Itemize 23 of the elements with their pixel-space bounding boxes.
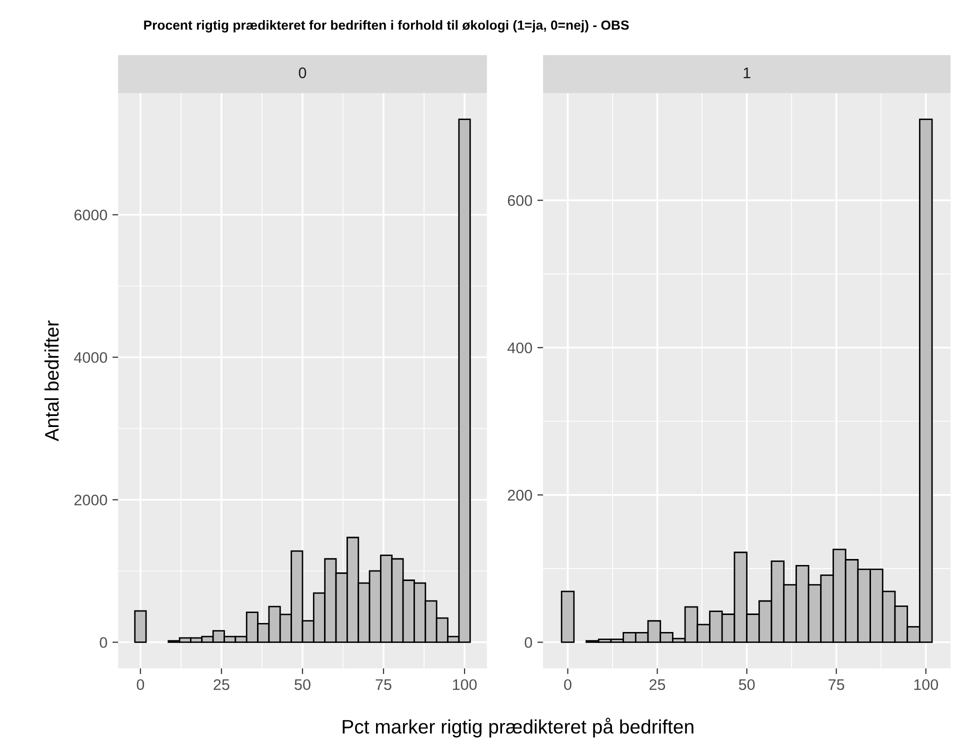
x-tick-label: 50 [738, 679, 755, 690]
y-tick-label: 200 [508, 490, 532, 501]
x-tick-label: 100 [914, 679, 938, 690]
chart-subtitle: Procent rigtig prædikteret for bedriften i forhold til økologi (1=ja, 0=nej) - OBS [144, 20, 629, 32]
x-tick-label: 50 [294, 679, 310, 690]
x-tick-label: 25 [214, 679, 230, 690]
x-tick-label: 25 [650, 679, 666, 690]
x-tick-label: 100 [452, 679, 477, 690]
y-axis-title: Antal bedrifter [44, 320, 59, 442]
chart-title: 0 [298, 67, 306, 78]
x-tick-label: 75 [376, 679, 392, 690]
y-tick-label: 4000 [74, 352, 108, 363]
x-axis-title: Pct marker rigtig prædikteret på bedriften [342, 718, 694, 738]
x-tick-label: 75 [828, 679, 844, 690]
y-tick-label: 2000 [74, 494, 108, 506]
y-tick-label: 0 [100, 637, 108, 648]
y-tick-label: 400 [507, 342, 532, 354]
x-tick-label: 0 [564, 679, 572, 690]
y-tick-label: 600 [508, 195, 532, 206]
x-tick-label: 0 [136, 679, 144, 690]
y-tick-label: 0 [524, 637, 532, 648]
y-tick-label: 6000 [74, 210, 108, 220]
chart-title: 1 [744, 68, 750, 78]
